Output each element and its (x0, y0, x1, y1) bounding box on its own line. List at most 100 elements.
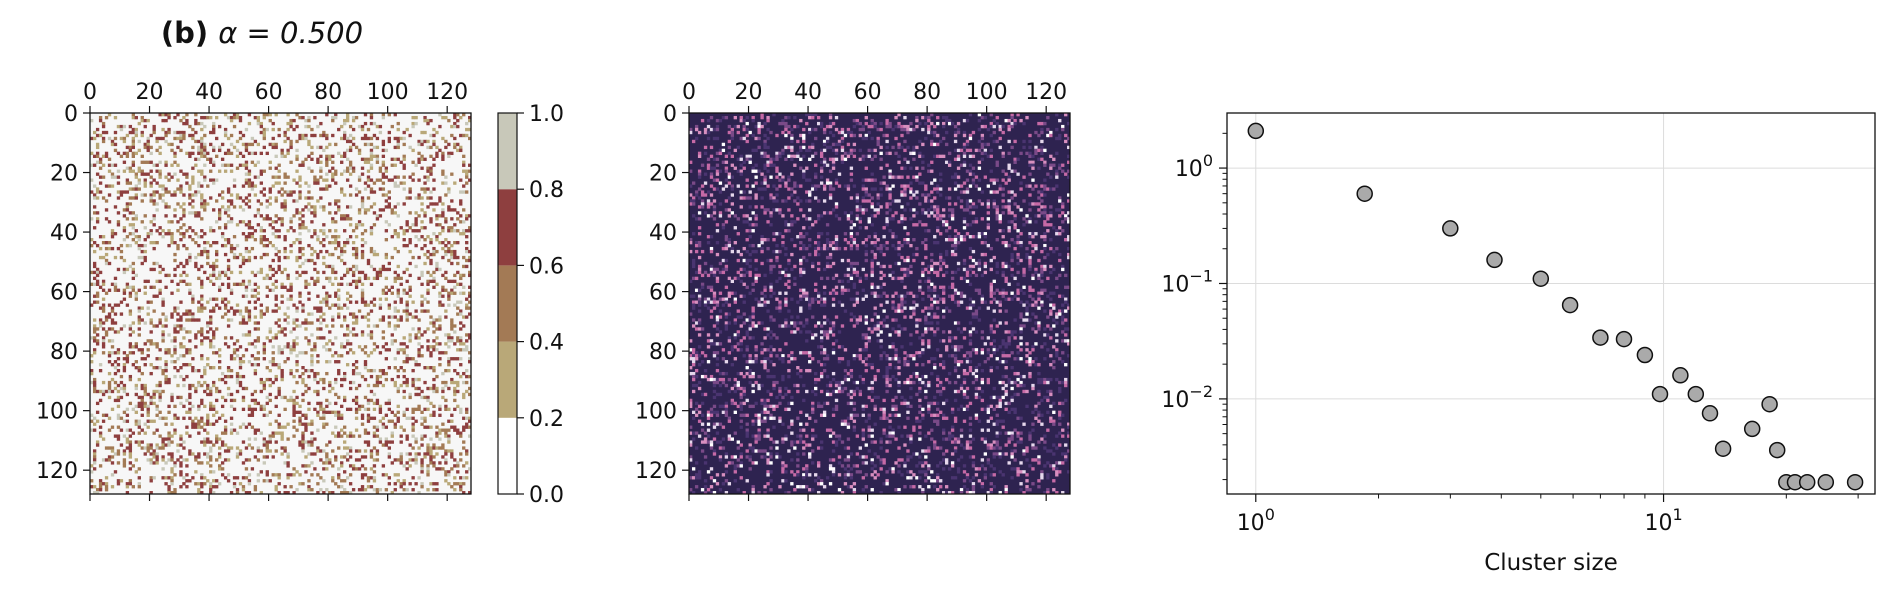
heatmap-left-cell (146, 354, 150, 358)
heatmap-left-cell (304, 455, 308, 459)
heatmap-left-cell (456, 357, 460, 361)
heatmap-left-cell (116, 482, 121, 486)
heatmap-left-cell (191, 229, 195, 233)
heatmap-left-cell (396, 127, 400, 132)
heatmap-left-cell (420, 139, 424, 144)
heatmap-left-cell (217, 377, 222, 382)
heatmap-left-cell (182, 235, 186, 239)
heatmap-left-cell (155, 261, 159, 266)
heatmap-left-cell (262, 235, 266, 239)
heatmap-left-cell (271, 309, 275, 313)
heatmap-left-cell (360, 488, 365, 492)
heatmap-left-cell (468, 270, 472, 275)
heatmap-left-cell (295, 336, 299, 340)
heatmap-left-cell (90, 371, 94, 376)
heatmap-left-cell (229, 392, 234, 397)
heatmap-left-cell (200, 121, 204, 126)
heatmap-middle-cell (814, 172, 818, 176)
heatmap-left-cell (203, 175, 207, 179)
heatmap-left-cell (316, 482, 320, 486)
heatmap-left-cell (441, 386, 445, 391)
heatmap-left-cell (363, 303, 368, 307)
heatmap-left-cell (316, 294, 320, 298)
heatmap-left-cell (253, 488, 258, 492)
heatmap-left-cell (137, 148, 141, 153)
heatmap-left-cell (381, 175, 386, 179)
heatmap-left-cell (450, 339, 454, 343)
heatmap-middle-cell (939, 172, 943, 176)
heatmap-left-cell (354, 255, 359, 260)
heatmap-middle-cell (888, 169, 892, 173)
heatmap-left-cell (140, 261, 144, 266)
heatmap-left-cell (92, 452, 97, 456)
heatmap-left-cell (215, 398, 219, 403)
heatmap-left-cell (152, 366, 156, 370)
heatmap-left-cell (459, 309, 463, 313)
heatmap-left-cell (465, 333, 469, 337)
heatmap-left-cell (307, 368, 311, 373)
heatmap-middle-cell (1025, 115, 1029, 120)
heatmap-left-cell (253, 282, 258, 286)
heatmap-middle-cell (1061, 163, 1065, 167)
heatmap-left-cell (90, 419, 94, 423)
heatmap-left-cell (301, 398, 305, 403)
heatmap-left-cell (298, 273, 302, 278)
heatmap-left-cell (232, 115, 237, 120)
heatmap-left-cell (179, 217, 183, 221)
heatmap-left-cell (295, 354, 299, 358)
heatmap-left-cell (161, 199, 165, 203)
heatmap-left-cell (363, 440, 368, 444)
heatmap-left-cell (212, 270, 216, 275)
heatmap-left-cell (158, 446, 162, 450)
heatmap-left-cell (304, 124, 308, 129)
heatmap-left-cell (188, 258, 192, 263)
heatmap-left-cell (301, 136, 305, 141)
heatmap-middle-cell (1010, 113, 1014, 117)
heatmap-middle-cell (1007, 175, 1011, 179)
heatmap-left-cell (426, 395, 430, 400)
heatmap-left-cell (212, 383, 216, 388)
heatmap-middle-cell (745, 127, 749, 132)
heatmap-middle-cell (766, 160, 770, 164)
heatmap-left-cell (360, 333, 365, 337)
heatmap-left-cell (158, 416, 162, 420)
heatmap-left-cell (301, 482, 305, 486)
heatmap-left-cell (241, 208, 246, 212)
heatmap-left-cell (229, 404, 234, 409)
heatmap-left-cell (191, 368, 195, 373)
heatmap-middle-cell (861, 127, 865, 132)
heatmap-left-cell (220, 443, 225, 447)
heatmap-middle-cell (968, 169, 973, 173)
heatmap-left-cell (164, 443, 168, 447)
heatmap-left-cell (453, 428, 457, 432)
heatmap-left-cell (381, 154, 386, 158)
heatmap-left-cell (128, 211, 133, 215)
heatmap-left-cell (92, 211, 97, 215)
heatmap-left-cell (131, 276, 135, 281)
heatmap-left-cell (179, 318, 183, 322)
heatmap-left-cell (158, 232, 162, 236)
heatmap-left-cell (396, 324, 400, 328)
heatmap-left-cell (411, 458, 415, 462)
heatmap-left-cell (295, 318, 299, 322)
heatmap-left-cell (265, 285, 269, 289)
heatmap-left-cell (393, 383, 397, 388)
heatmap-left-cell (384, 166, 389, 170)
heatmap-left-cell (426, 446, 430, 450)
heatmap-left-cell (435, 249, 439, 254)
heatmap-left-cell (423, 190, 427, 194)
heatmap-left-cell (354, 398, 359, 403)
heatmap-left-cell (432, 232, 436, 236)
heatmap-left-cell (351, 252, 356, 257)
heatmap-left-cell (345, 139, 350, 144)
heatmap-left-cell (408, 145, 412, 150)
heatmap-left-cell (363, 121, 368, 126)
heatmap-left-cell (164, 139, 168, 144)
heatmap-left-cell (101, 458, 106, 462)
heatmap-left-cell (322, 377, 326, 382)
heatmap-left-cell (447, 339, 451, 343)
heatmap-middle-cell (694, 124, 699, 129)
heatmap-left-cell (250, 226, 255, 230)
heatmap-left-cell (331, 166, 335, 170)
